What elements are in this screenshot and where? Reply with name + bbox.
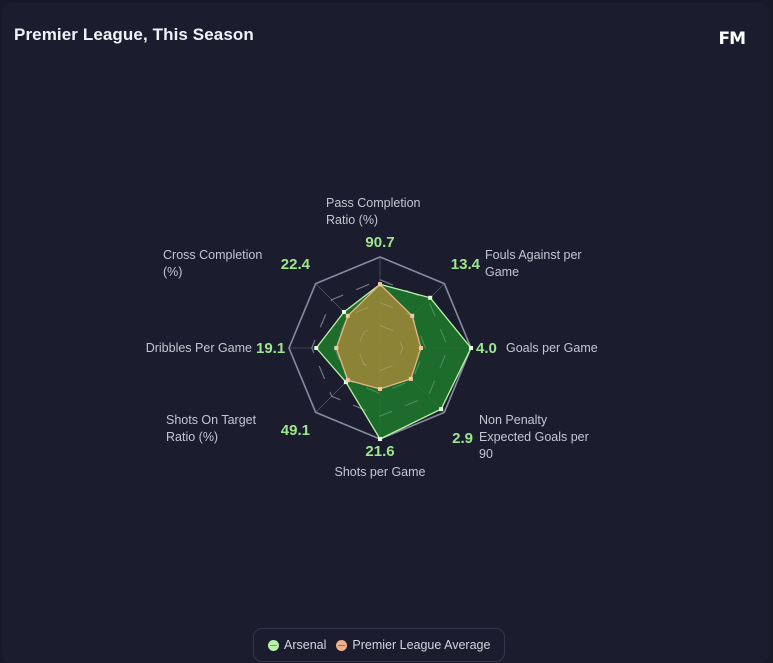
axis-value: 19.1 [256,340,285,357]
series-point [378,282,382,287]
axis-value: 22.4 [281,256,311,273]
legend-swatch-icon [336,639,348,651]
series-point [345,313,350,318]
series-point [469,346,473,350]
radar-ring-overlay [311,279,449,417]
axis-value: 2.9 [452,430,473,447]
axis-value: 21.6 [365,443,394,460]
series-point [341,309,346,314]
series-point [428,295,433,300]
axis-value: 13.4 [451,256,481,273]
axis-value: 90.7 [365,234,394,251]
axis-label: Pass Completion Ratio (%) [326,196,421,227]
radar-ring-overlay [333,301,427,395]
legend-item-arsenal[interactable]: Arsenal [268,638,326,652]
legend-item-league-average[interactable]: Premier League Average [336,638,490,652]
chart-legend: Arsenal Premier League Average [253,628,506,662]
series-point [378,437,382,441]
legend-swatch-icon [268,639,279,651]
series-point [378,386,382,391]
series-point [345,378,350,383]
series-point [408,376,413,381]
axis-label: Dribbles Per Game [146,341,252,355]
chart-title: Premier League, This Season [14,25,254,44]
axis-label: Cross Completion (%) [163,248,262,279]
legend-label: Arsenal [284,638,327,652]
axis-label: Fouls Against per Game [485,248,582,279]
axis-label: Goals per Game [506,341,598,355]
series-point [314,346,319,350]
axis-value: 49.1 [281,422,310,439]
axis-value: 4.0 [476,340,497,357]
radar-chart: Pass Completion Ratio (%) 90.7 Fouls Agains… [146,196,598,479]
series-point [334,346,339,350]
legend-label: Premier League Average [352,638,491,652]
series-point [418,346,423,350]
axis-label: Non Penalty Expected Goals per 90 [479,413,589,461]
axis-label: Shots On Target Ratio (%) [166,413,257,444]
radar-ring-overlay [356,324,404,372]
series-point [439,407,444,412]
series-point [410,313,415,318]
axis-label: Shots per Game [334,465,425,479]
fm-logo: FM [718,29,746,49]
